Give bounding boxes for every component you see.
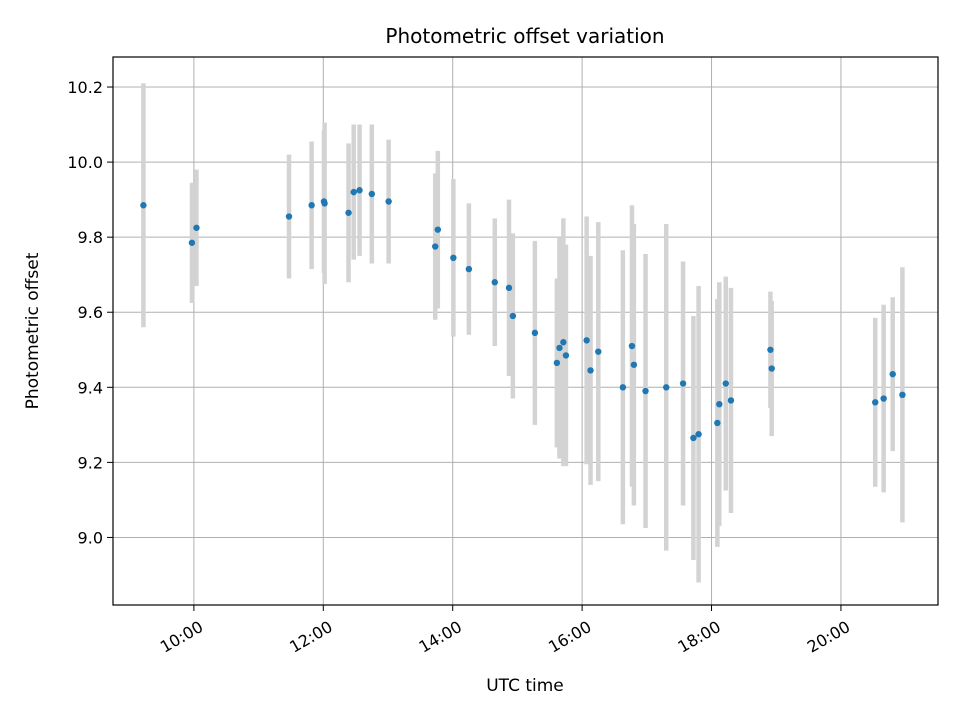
y-tick-label: 9.6: [78, 303, 103, 322]
data-point: [562, 352, 570, 359]
y-tick-label: 9.8: [78, 228, 103, 247]
data-point: [308, 202, 315, 209]
data-point: [767, 346, 774, 353]
chart-title: Photometric offset variation: [385, 24, 664, 48]
data-point: [630, 361, 638, 368]
y-tick-label: 10.0: [67, 153, 103, 172]
y-axis-ticks: 9.0 9.2 9.4 9.6 9.8 10.0 10.2: [67, 78, 113, 547]
data-point: [619, 384, 627, 391]
y-tick-label: 10.2: [67, 78, 103, 97]
data-point: [880, 395, 887, 402]
data-point: [434, 226, 442, 233]
data-point: [188, 239, 196, 246]
data-point: [356, 187, 363, 194]
data-point: [583, 337, 590, 344]
data-point: [690, 434, 697, 442]
data-point: [385, 198, 392, 205]
data-point: [722, 380, 729, 387]
data-point: [560, 339, 567, 346]
data-point: [321, 200, 328, 207]
data-point: [768, 365, 775, 372]
data-point: [505, 284, 513, 292]
y-tick-label: 9.2: [78, 453, 103, 472]
y-tick-label: 9.4: [78, 378, 103, 397]
data-point: [714, 419, 721, 427]
data-point: [899, 391, 906, 399]
plot-area-frame: [112, 56, 939, 606]
data-point: [450, 254, 457, 262]
x-axis-title: UTC time: [486, 676, 564, 696]
data-point: [350, 188, 357, 196]
data-point: [727, 397, 735, 404]
data-point: [663, 384, 670, 391]
y-tick-label: 9.0: [78, 528, 103, 547]
data-point: [595, 348, 602, 355]
data-point: [432, 243, 439, 250]
data-point: [872, 399, 879, 406]
y-axis-title: Photometric offset: [23, 252, 43, 409]
data-point: [716, 400, 723, 408]
data-point: [509, 312, 517, 320]
data-point: [628, 342, 636, 350]
data-point: [587, 367, 594, 374]
data-point: [368, 190, 376, 198]
data-point: [642, 387, 649, 395]
data-point: [556, 344, 563, 352]
data-point: [531, 329, 539, 337]
data-point: [345, 209, 352, 216]
data-point: [695, 431, 702, 438]
data-point: [679, 380, 687, 387]
data-point: [140, 202, 147, 209]
data-point: [491, 279, 498, 286]
data-point: [465, 265, 473, 273]
data-point: [285, 213, 293, 220]
data-point: [553, 359, 561, 367]
data-point: [889, 370, 896, 378]
data-points: [140, 187, 906, 442]
data-point: [193, 224, 200, 231]
